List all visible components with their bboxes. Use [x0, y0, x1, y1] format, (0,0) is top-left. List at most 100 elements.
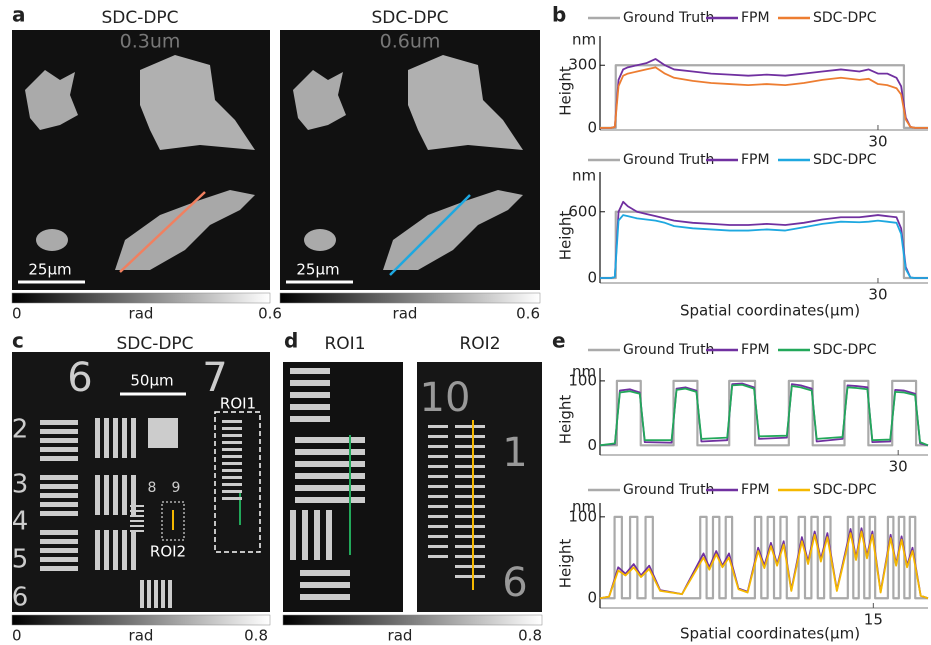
image-title: SDC-DPC — [116, 334, 193, 354]
target-bar — [295, 473, 365, 479]
target-bar — [455, 515, 485, 518]
target-bar — [40, 557, 78, 562]
colorbar — [12, 293, 270, 303]
legend-label: Ground Truth — [623, 152, 714, 168]
scale-bar-label: 25μm — [28, 261, 71, 279]
target-bar — [131, 418, 136, 458]
y-axis-label: Height — [557, 539, 575, 589]
y-axis-label: Height — [557, 395, 575, 445]
target-bar — [222, 455, 242, 458]
target-bar — [455, 465, 485, 468]
legend-label: SDC-DPC — [813, 482, 877, 498]
legend-label: SDC-DPC — [813, 342, 877, 358]
target-bar — [428, 445, 448, 448]
target-bar — [40, 456, 78, 461]
colorbar-unit: rad — [388, 627, 413, 645]
target-bar — [428, 475, 448, 478]
target-bar — [40, 511, 78, 516]
target-bar — [455, 565, 485, 568]
target-bar — [222, 420, 242, 423]
target-bar — [140, 580, 144, 608]
micrograph — [280, 30, 540, 290]
target-bar — [95, 475, 100, 515]
target-bar — [222, 497, 242, 500]
roi-label: ROI2 — [150, 543, 186, 561]
target-digit: 6 — [67, 355, 92, 401]
colorbar-unit: rad — [129, 305, 154, 323]
target-bar — [130, 510, 144, 512]
target-bar — [290, 404, 330, 410]
target-bar — [95, 418, 100, 458]
colorbar-max: 0.6 — [516, 305, 540, 323]
target-bar — [40, 475, 78, 480]
image-title: SDC-DPC — [371, 8, 448, 28]
target-bar — [168, 580, 172, 608]
target-bar — [428, 465, 448, 468]
target-bar — [130, 520, 144, 522]
y-unit: nm — [572, 498, 596, 516]
target-bar — [95, 530, 100, 570]
colorbar-min: 0 — [12, 305, 22, 323]
target-bar — [455, 535, 485, 538]
target-bar — [455, 475, 485, 478]
resolution-target — [12, 352, 270, 612]
panel-label: a — [12, 3, 26, 27]
colorbar-max: 0.8 — [244, 627, 268, 645]
target-bar — [40, 429, 78, 434]
colorbar-min: 0 — [12, 627, 22, 645]
x-tick-label: 30 — [868, 286, 887, 304]
target-bar — [222, 469, 242, 472]
colorbar — [280, 293, 540, 303]
image-overlay: 0.6um — [380, 31, 441, 53]
target-bar — [295, 449, 365, 455]
target-bar — [295, 437, 365, 443]
panel-label: b — [552, 3, 566, 27]
target-bar — [154, 580, 158, 608]
series-line — [600, 202, 928, 278]
target-bar — [40, 493, 78, 498]
target-bar — [290, 392, 330, 398]
target-bar — [40, 566, 78, 571]
panel-label: c — [12, 329, 24, 353]
x-axis-label: Spatial coordinates(μm) — [680, 625, 860, 643]
x-tick-label: 30 — [889, 458, 908, 476]
x-tick-label: 15 — [864, 611, 883, 629]
target-bar — [428, 515, 448, 518]
target-bar — [455, 495, 485, 498]
colorbar-unit: rad — [393, 305, 418, 323]
target-bar — [40, 548, 78, 553]
target-bar — [455, 505, 485, 508]
image-title: SDC-DPC — [101, 8, 178, 28]
target-digit: 3 — [12, 470, 29, 500]
figure: a b c d e SDC-DPC SDC-DPC 0.3um 25μm 0.6… — [0, 0, 931, 645]
x-axis-label: Spatial coordinates(μm) — [680, 302, 860, 320]
target-bar — [428, 495, 448, 498]
target-bar — [455, 435, 485, 438]
target-digit: 7 — [202, 355, 227, 401]
target-bar — [130, 525, 144, 527]
target-digit: 6 — [12, 583, 29, 613]
x-tick-label: 30 — [868, 133, 887, 151]
target-digit: 8 — [148, 480, 157, 496]
colorbar — [283, 615, 542, 625]
target-bar — [302, 510, 308, 560]
series-line — [600, 212, 928, 278]
target-bar — [455, 425, 485, 428]
target-bar — [104, 475, 109, 515]
target-bar — [222, 448, 242, 451]
colorbar-max: 0.6 — [258, 305, 282, 323]
target-bar — [455, 575, 485, 578]
target-bar — [40, 484, 78, 489]
target-bar — [131, 475, 136, 515]
target-bar — [40, 539, 78, 544]
target-bar — [428, 455, 448, 458]
target-bar — [222, 490, 242, 493]
panel-label: d — [284, 329, 298, 353]
target-bar — [455, 525, 485, 528]
target-bar — [222, 462, 242, 465]
target-bar — [300, 594, 350, 600]
legend-label: Ground Truth — [623, 482, 714, 498]
target-bar — [147, 580, 151, 608]
target-bar — [222, 434, 242, 437]
target-bar — [222, 441, 242, 444]
